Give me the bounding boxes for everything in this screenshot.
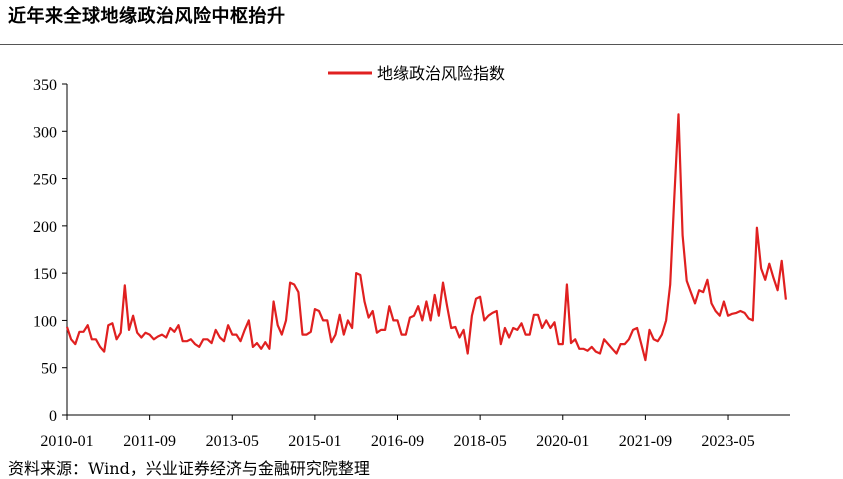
x-axis: 2010-01 2011-09 2013-05 2015-01 2016-09 2018-… <box>40 414 790 450</box>
series-line <box>65 113 787 362</box>
x-tick-label: 2015-01 <box>288 433 341 450</box>
y-tick-label: 350 <box>33 77 57 94</box>
y-tick-label: 250 <box>33 172 57 189</box>
y-tick-label: 100 <box>33 313 57 330</box>
y-tick-label: 0 <box>49 408 57 425</box>
x-tick-label: 2020-01 <box>536 433 589 450</box>
x-tick-label: 2013-05 <box>206 433 259 450</box>
x-tick-label: 2010-01 <box>40 433 93 450</box>
y-axis: 0 50 100 150 200 250 300 350 <box>33 77 68 425</box>
page-title: 近年来全球地缘政治风险中枢抬升 <box>8 6 286 27</box>
x-tick-label: 2018-05 <box>453 433 506 450</box>
source-note: 资料来源：Wind，兴业证券经济与金融研究院整理 <box>8 459 370 478</box>
x-tick-label: 2021-09 <box>619 433 672 450</box>
series-layer <box>65 113 787 362</box>
x-tick-label: 2016-09 <box>371 433 424 450</box>
y-tick-label: 150 <box>33 266 57 283</box>
x-tick-label: 2023-05 <box>701 433 754 450</box>
legend-label: 地缘政治风险指数 <box>377 64 505 83</box>
x-tick-label: 2011-09 <box>123 433 176 450</box>
y-tick-label: 200 <box>33 219 57 236</box>
y-tick-label: 50 <box>41 361 57 378</box>
legend: 地缘政治风险指数 <box>328 64 505 83</box>
y-tick-label: 300 <box>33 124 57 141</box>
title-divider <box>0 44 843 45</box>
